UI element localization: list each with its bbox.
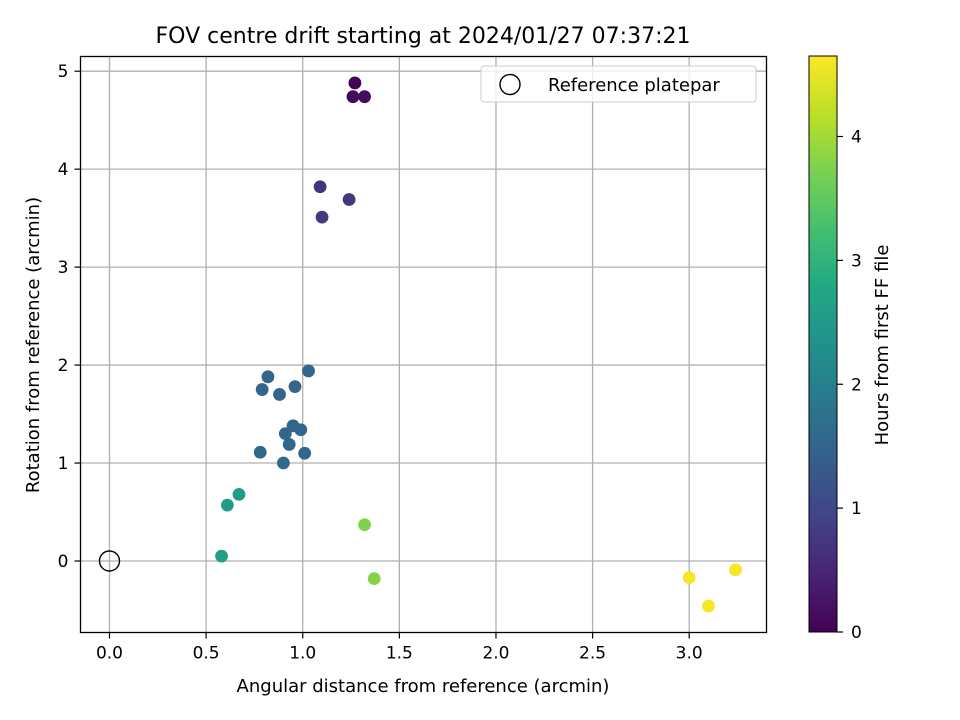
colorbar-tick-label: 4	[851, 128, 862, 148]
data-point	[255, 383, 269, 396]
scatter-points	[215, 76, 742, 613]
legend-box	[480, 65, 757, 103]
x-tick-label: 1.0	[289, 644, 316, 664]
x-axis-ticks: 0.0 0.5 1.0 1.5 2.0 2.5 3.0	[96, 632, 703, 664]
data-point	[702, 599, 715, 613]
data-point	[298, 446, 312, 460]
data-point	[215, 549, 228, 563]
data-point	[342, 193, 356, 206]
data-point	[288, 380, 302, 394]
colorbar-tick-label: 3	[851, 251, 862, 271]
colorbar-tick-label: 0	[851, 623, 862, 643]
data-point	[367, 572, 381, 586]
y-axis-label: Rotation from reference (arcmin)	[23, 197, 44, 493]
data-point	[232, 487, 246, 501]
x-tick-label: 3.0	[676, 644, 703, 664]
data-point	[302, 364, 315, 378]
colorbar-ticks: 0 1 2 3 4	[837, 128, 862, 643]
chart-title: FOV centre drift starting at 2024/01/27 …	[156, 24, 691, 49]
colorbar	[808, 55, 838, 633]
data-point	[282, 438, 296, 451]
data-point	[220, 498, 234, 512]
x-axis-label: Angular distance from reference (arcmin)	[237, 676, 610, 697]
data-point	[358, 90, 371, 104]
colorbar-tick-label: 2	[851, 375, 862, 395]
legend-reference-marker	[499, 73, 521, 96]
data-point	[729, 563, 742, 577]
data-point	[261, 370, 275, 384]
y-tick-label: 2	[58, 356, 69, 376]
data-point	[315, 210, 329, 224]
legend: Reference platepar	[480, 65, 757, 103]
data-point	[313, 180, 327, 194]
plot-frame	[79, 55, 768, 634]
y-tick-label: 4	[58, 160, 69, 180]
x-tick-label: 2.5	[579, 644, 606, 664]
data-point	[294, 423, 308, 437]
colorbar-label: Hours from first FF file	[872, 245, 893, 446]
reference-marker-layer	[98, 550, 121, 572]
data-point	[278, 427, 292, 441]
colorbar-tick-label: 1	[851, 499, 862, 519]
grid	[80, 56, 767, 633]
data-point	[358, 518, 371, 532]
x-tick-label: 1.5	[386, 644, 413, 664]
x-tick-label: 0.0	[96, 644, 123, 664]
y-tick-label: 3	[58, 258, 69, 278]
data-point	[277, 456, 290, 470]
data-point	[253, 445, 267, 459]
y-axis-ticks: 0 1 2 3 4 5	[58, 62, 81, 572]
data-point	[273, 388, 286, 401]
y-tick-label: 1	[58, 454, 69, 474]
y-tick-label: 0	[58, 552, 69, 572]
y-tick-label: 5	[58, 62, 69, 82]
legend-label: Reference platepar	[548, 75, 720, 96]
data-point	[682, 571, 696, 585]
data-point	[346, 90, 360, 104]
reference-platepar-marker	[98, 550, 121, 572]
x-tick-label: 2.0	[482, 644, 509, 664]
data-point	[348, 76, 362, 90]
x-tick-label: 0.5	[193, 644, 220, 664]
